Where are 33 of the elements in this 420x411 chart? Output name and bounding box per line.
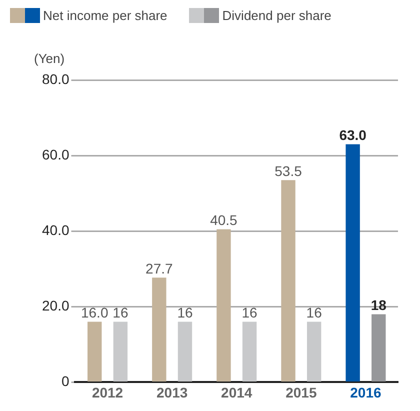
data-label: 63.0 xyxy=(339,127,367,144)
bar xyxy=(88,322,102,382)
data-label: 40.5 xyxy=(210,212,238,228)
bar xyxy=(372,314,386,382)
data-label: 18 xyxy=(370,297,387,314)
legend-label: Net income per share xyxy=(43,8,168,23)
data-label: 27.7 xyxy=(146,260,173,276)
bar xyxy=(216,229,231,382)
x-tick-label: 2012 xyxy=(92,384,124,400)
y-tick-label: 40.0 xyxy=(42,222,70,238)
data-label: 53.5 xyxy=(274,162,302,179)
legend-label: Dividend per share xyxy=(222,8,332,23)
y-tick-label: 0 xyxy=(61,373,70,390)
bar xyxy=(152,278,166,382)
bar xyxy=(113,322,128,382)
x-tick-label: 2015 xyxy=(286,384,317,400)
data-label: 16.0 xyxy=(80,304,108,321)
x-tick-label: 2016 xyxy=(350,384,382,400)
data-label: 16 xyxy=(242,304,258,321)
bar xyxy=(306,322,322,382)
bar xyxy=(346,144,360,382)
x-tick-label: 2013 xyxy=(156,384,188,400)
bar xyxy=(178,322,192,382)
bar xyxy=(242,322,257,382)
data-label: 16 xyxy=(112,304,128,321)
y-axis-title: (Yen) xyxy=(34,51,65,66)
y-tick-label: 60.0 xyxy=(42,146,70,162)
bar xyxy=(281,180,296,382)
y-tick-label: 20.0 xyxy=(42,298,70,314)
data-label: 16 xyxy=(177,304,193,321)
x-tick-label: 2014 xyxy=(221,384,252,400)
y-tick-label: 80.0 xyxy=(42,70,70,87)
data-label: 16 xyxy=(306,304,322,321)
